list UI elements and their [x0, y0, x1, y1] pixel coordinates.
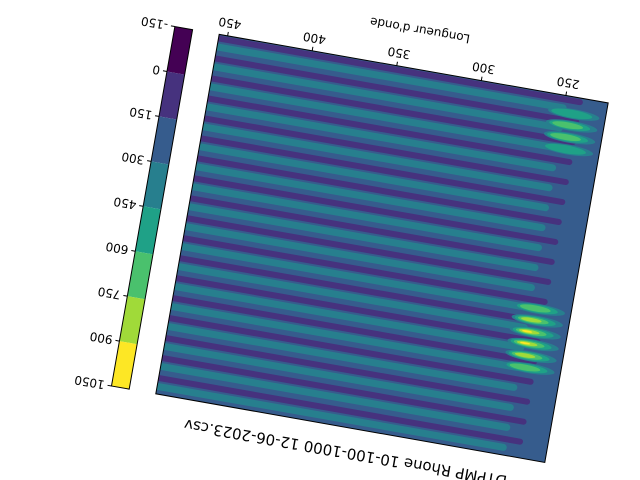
contour-region: [155, 196, 539, 272]
x-tick-label: 250: [556, 74, 581, 92]
contour-region: [170, 76, 560, 152]
colorbar-segment: [111, 341, 138, 390]
colorbar-tick: [123, 294, 128, 297]
contour-region: [155, 256, 528, 332]
contour-region: [155, 176, 542, 252]
colorbar-tick-label: 150: [128, 104, 153, 122]
contour-region: [176, 131, 566, 206]
contour-region: [155, 271, 541, 345]
contour-region: [509, 363, 541, 372]
contour-region: [165, 191, 555, 265]
contour-region: [193, 34, 583, 106]
colorbar-tick-label: 900: [89, 329, 114, 347]
colorbar-tick: [170, 25, 175, 28]
contour-region: [544, 143, 586, 155]
contour-region: [177, 36, 567, 112]
contour-region: [190, 51, 580, 126]
contour-region: [552, 121, 584, 130]
contour-region: [155, 311, 534, 385]
contour-region: [155, 216, 535, 292]
colorbar-segment: [159, 71, 185, 120]
contour-region: [551, 108, 593, 120]
colorbar-tick: [147, 160, 152, 162]
x-tick: [311, 46, 314, 51]
contour-region: [155, 331, 531, 405]
colorbar-segment: [119, 296, 146, 345]
x-tick-label: 450: [217, 14, 242, 32]
colorbar-tick-label: -150: [140, 14, 169, 33]
figure: DTPMP Rhone 10-100-1000 12-06-2023.csv L…: [73, 14, 609, 480]
contour-region: [155, 296, 521, 371]
contour-field: [155, 34, 609, 463]
contour-region: [155, 376, 507, 451]
contour-region: [521, 317, 542, 323]
x-tick: [480, 76, 483, 81]
colorbar-tick: [139, 205, 144, 207]
x-tick: [227, 31, 229, 36]
contour-region: [155, 316, 518, 391]
colorbar-tick-label: 600: [105, 239, 130, 257]
x-tick: [396, 61, 398, 66]
contour-region: [155, 356, 511, 431]
contour-region: [155, 276, 525, 351]
contour-region: [155, 236, 532, 312]
x-tick: [565, 91, 568, 96]
contour-region: [155, 351, 527, 425]
contour-region: [174, 56, 564, 132]
x-tick-label: 300: [471, 59, 496, 77]
colorbar-tick-label: 450: [113, 194, 138, 212]
colorbar-tick: [162, 70, 168, 72]
contour-region: [522, 330, 533, 333]
colorbar-segment: [143, 161, 169, 210]
colorbar-tick: [115, 339, 120, 342]
plot-frame: [155, 33, 609, 463]
contour-region: [179, 111, 569, 186]
contour-region: [186, 71, 576, 146]
contour-region: [520, 304, 551, 313]
contour-region: [163, 116, 553, 192]
contour-region: [514, 352, 536, 359]
contour-region: [159, 136, 550, 212]
contour-region: [156, 156, 546, 232]
contour-region: [172, 151, 562, 225]
x-axis-label: Longueur d'onde: [369, 14, 471, 45]
colorbar-tick: [107, 384, 112, 387]
contour-region: [158, 231, 548, 305]
colorbar-tick: [131, 250, 136, 252]
contour-region: [155, 251, 545, 325]
x-tick-label: 400: [302, 29, 327, 47]
colorbar-tick-label: 750: [97, 284, 122, 302]
colorbar-tick-label: 0: [151, 62, 161, 77]
colorbar-segment: [151, 116, 177, 165]
contour-region: [550, 133, 581, 142]
contour-region: [155, 371, 524, 445]
contour-region: [169, 171, 559, 245]
colorbar-segment: [127, 251, 153, 300]
colorbar-tick-label: 1050: [73, 373, 106, 392]
contour-region: [155, 336, 514, 411]
contour-region: [166, 96, 557, 172]
colorbar-segment: [135, 206, 161, 255]
contour-region: [183, 91, 573, 166]
colorbar-tick: [154, 115, 160, 117]
colorbar-tick-label: 300: [120, 149, 145, 167]
colorbar-segment: [166, 26, 193, 75]
contour-region: [162, 211, 552, 285]
contour-region: [520, 341, 531, 345]
contour-region: [155, 291, 538, 365]
x-tick-label: 350: [387, 44, 412, 62]
